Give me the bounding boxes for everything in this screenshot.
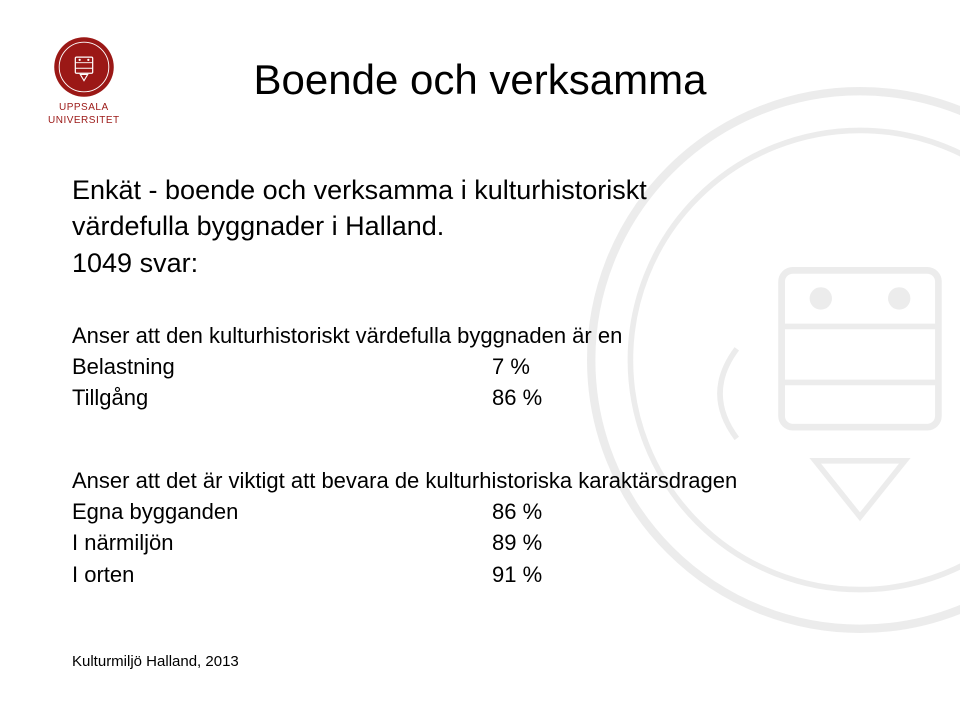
table-row: I orten 91 % (72, 559, 737, 590)
row-value: 89 % (492, 527, 582, 558)
source-citation: Kulturmiljö Halland, 2013 (72, 653, 239, 670)
intro-line-2: värdefulla byggnader i Halland. (72, 208, 647, 244)
row-label: Tillgång (72, 382, 492, 413)
page-title: Boende och verksamma (0, 56, 960, 104)
logo-text: UPPSALA UNIVERSITET (48, 102, 120, 127)
table-row: Tillgång 86 % (72, 382, 622, 413)
intro-line-3: 1049 svar: (72, 245, 647, 281)
table-row: Egna bygganden 86 % (72, 496, 737, 527)
section2-heading: Anser att det är viktigt att bevara de k… (72, 465, 737, 496)
row-value: 86 % (492, 382, 582, 413)
section-attitude: Anser att den kulturhistoriskt värdefull… (72, 320, 622, 414)
section1-heading: Anser att den kulturhistoriskt värdefull… (72, 320, 622, 351)
table-row: I närmiljön 89 % (72, 527, 737, 558)
row-value: 7 % (492, 351, 582, 382)
section-preservation: Anser att det är viktigt att bevara de k… (72, 465, 737, 590)
row-value: 86 % (492, 496, 582, 527)
intro-line-1: Enkät - boende och verksamma i kulturhis… (72, 172, 647, 208)
row-label: Egna bygganden (72, 496, 492, 527)
row-label: I orten (72, 559, 492, 590)
row-value: 91 % (492, 559, 582, 590)
logo-line2: UNIVERSITET (48, 115, 120, 128)
table-row: Belastning 7 % (72, 351, 622, 382)
intro-text: Enkät - boende och verksamma i kulturhis… (72, 172, 647, 281)
row-label: I närmiljön (72, 527, 492, 558)
row-label: Belastning (72, 351, 492, 382)
